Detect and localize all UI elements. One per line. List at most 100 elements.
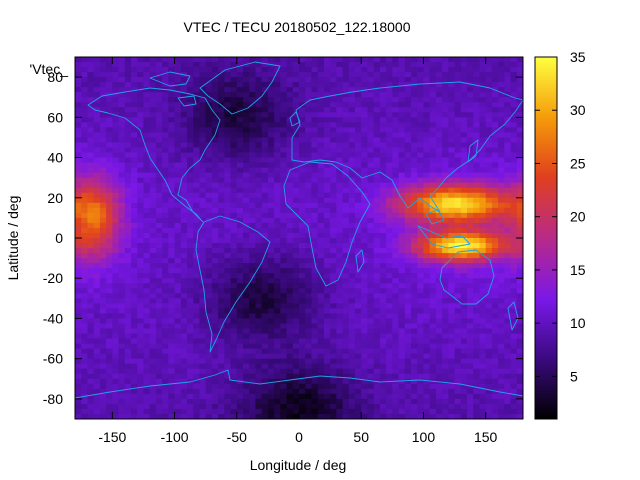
- heatmap-cell: [442, 393, 449, 400]
- heatmap-cell: [435, 72, 443, 78]
- heatmap-cell: [417, 197, 425, 204]
- heatmap-cell: [355, 182, 362, 189]
- heatmap-cell: [243, 253, 250, 259]
- heatmap-cell: [224, 393, 232, 400]
- heatmap-cell: [404, 222, 412, 229]
- heatmap-cell: [411, 353, 418, 360]
- heatmap-cell: [460, 187, 468, 194]
- heatmap-cell: [429, 278, 437, 284]
- heatmap-cell: [180, 62, 188, 68]
- heatmap-cell: [243, 338, 250, 345]
- heatmap-cell: [317, 373, 325, 380]
- heatmap-cell: [516, 227, 523, 234]
- heatmap-cell: [404, 253, 412, 259]
- heatmap-cell: [429, 57, 437, 63]
- heatmap-cell: [93, 142, 101, 149]
- heatmap-cell: [230, 187, 238, 194]
- heatmap-cell: [218, 248, 225, 254]
- heatmap-cell: [398, 263, 406, 269]
- heatmap-cell: [99, 72, 107, 78]
- heatmap-cell: [417, 263, 425, 269]
- heatmap-cell: [75, 137, 82, 144]
- heatmap-cell: [174, 182, 182, 189]
- heatmap-cell: [485, 263, 493, 269]
- heatmap-cell: [218, 243, 225, 249]
- heatmap-cell: [485, 187, 493, 194]
- heatmap-cell: [330, 378, 337, 385]
- heatmap-cell: [442, 373, 449, 380]
- heatmap-cell: [243, 137, 250, 144]
- heatmap-cell: [224, 368, 232, 375]
- heatmap-cell: [367, 177, 375, 184]
- heatmap-cell: [137, 182, 145, 189]
- heatmap-cell: [149, 333, 157, 340]
- heatmap-cell: [224, 62, 232, 68]
- heatmap-cell: [75, 323, 82, 330]
- heatmap-cell: [193, 222, 201, 229]
- heatmap-cell: [112, 117, 120, 123]
- heatmap-cell: [267, 258, 275, 264]
- heatmap-cell: [460, 147, 468, 154]
- heatmap-cell: [305, 102, 313, 108]
- heatmap-cell: [243, 388, 250, 395]
- heatmap-cell: [87, 343, 95, 350]
- heatmap-cell: [448, 197, 456, 204]
- heatmap-cell: [180, 318, 188, 325]
- heatmap-cell: [143, 187, 151, 194]
- heatmap-cell: [417, 152, 425, 159]
- heatmap-cell: [305, 117, 313, 123]
- heatmap-cell: [386, 283, 393, 289]
- heatmap-cell: [479, 62, 487, 68]
- heatmap-cell: [317, 313, 325, 320]
- heatmap-cell: [99, 328, 107, 335]
- heatmap-cell: [435, 147, 443, 154]
- heatmap-cell: [361, 383, 369, 390]
- heatmap-cell: [342, 293, 350, 299]
- heatmap-cell: [137, 388, 145, 395]
- heatmap-cell: [267, 147, 275, 154]
- heatmap-cell: [448, 383, 456, 390]
- heatmap-cell: [112, 227, 120, 234]
- heatmap-cell: [498, 398, 505, 405]
- heatmap-cell: [330, 217, 337, 224]
- heatmap-cell: [510, 398, 518, 405]
- heatmap-cell: [75, 338, 82, 345]
- heatmap-cell: [361, 273, 369, 279]
- heatmap-cell: [106, 378, 113, 385]
- heatmap-cell: [411, 62, 418, 68]
- heatmap-cell: [180, 227, 188, 234]
- heatmap-cell: [87, 197, 95, 204]
- heatmap-cell: [286, 308, 294, 315]
- heatmap-cell: [187, 192, 194, 199]
- heatmap-cell: [317, 343, 325, 350]
- heatmap-cell: [243, 328, 250, 335]
- heatmap-cell: [286, 107, 294, 113]
- heatmap-cell: [355, 243, 362, 249]
- heatmap-cell: [112, 232, 120, 239]
- heatmap-cell: [224, 348, 232, 355]
- heatmap-cell: [379, 57, 387, 63]
- heatmap-cell: [143, 102, 151, 108]
- heatmap-cell: [411, 313, 418, 320]
- heatmap-cell: [292, 308, 300, 315]
- heatmap-cell: [224, 303, 232, 309]
- heatmap-cell: [162, 167, 169, 174]
- heatmap-cell: [467, 87, 474, 93]
- heatmap-cell: [180, 197, 188, 204]
- heatmap-cell: [106, 248, 113, 254]
- heatmap-cell: [404, 398, 412, 405]
- heatmap-cell: [398, 243, 406, 249]
- heatmap-cell: [473, 172, 481, 179]
- heatmap-cell: [454, 373, 462, 380]
- heatmap-cell: [473, 217, 481, 224]
- heatmap-cell: [255, 333, 263, 340]
- heatmap-cell: [249, 132, 257, 139]
- heatmap-cell: [230, 268, 238, 274]
- heatmap-cell: [485, 278, 493, 284]
- heatmap-cell: [81, 77, 89, 83]
- heatmap-cell: [93, 403, 101, 410]
- heatmap-cell: [274, 137, 281, 144]
- heatmap-cell: [218, 348, 225, 355]
- heatmap-cell: [180, 328, 188, 335]
- heatmap-cell: [379, 62, 387, 68]
